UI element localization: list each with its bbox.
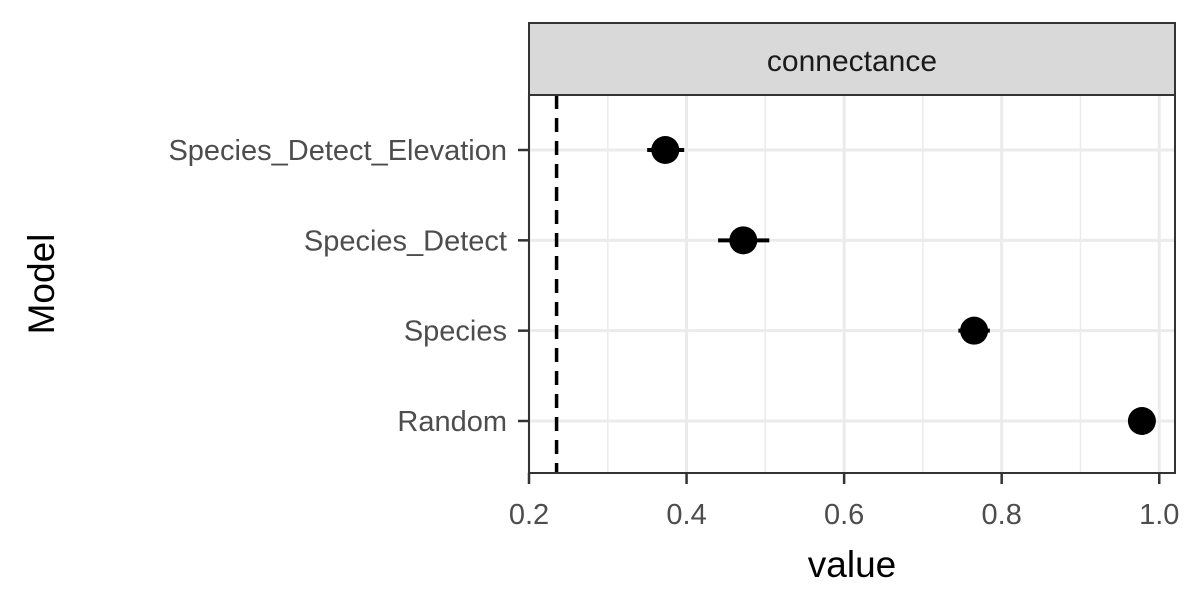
y-tick-label: Random bbox=[397, 406, 507, 438]
x-tick-label: 0.6 bbox=[824, 499, 864, 531]
x-tick-marks bbox=[527, 473, 1161, 484]
data-point bbox=[1127, 407, 1156, 435]
panel-grid bbox=[527, 95, 1175, 473]
y-tick-marks bbox=[518, 148, 529, 423]
x-tick-label: 0.2 bbox=[509, 499, 549, 531]
y-tick-label: Species bbox=[404, 316, 507, 348]
data-point bbox=[960, 316, 989, 345]
data-point bbox=[651, 136, 680, 164]
y-tick-label: Species_Detect_Elevation bbox=[168, 135, 507, 167]
x-axis-title: value bbox=[808, 544, 896, 585]
data-point bbox=[729, 226, 758, 255]
x-tick-label: 0.8 bbox=[982, 499, 1022, 531]
x-tick-label: 1.0 bbox=[1139, 499, 1179, 531]
y-tick-label: Species_Detect bbox=[304, 225, 507, 257]
panel-border bbox=[528, 94, 1176, 474]
facet-strip bbox=[528, 22, 1176, 96]
data-points bbox=[651, 136, 1156, 435]
facet-strip-label: connectance bbox=[767, 45, 937, 78]
x-tick-labels: 0.2 0.4 0.6 0.8 1.0 bbox=[509, 499, 1180, 531]
y-tick-labels: Species_Detect_Elevation Species_Detect Sp… bbox=[168, 135, 507, 438]
x-tick-label: 0.4 bbox=[666, 499, 706, 531]
y-axis-title: Model bbox=[21, 234, 62, 335]
panel-background bbox=[529, 95, 1175, 473]
